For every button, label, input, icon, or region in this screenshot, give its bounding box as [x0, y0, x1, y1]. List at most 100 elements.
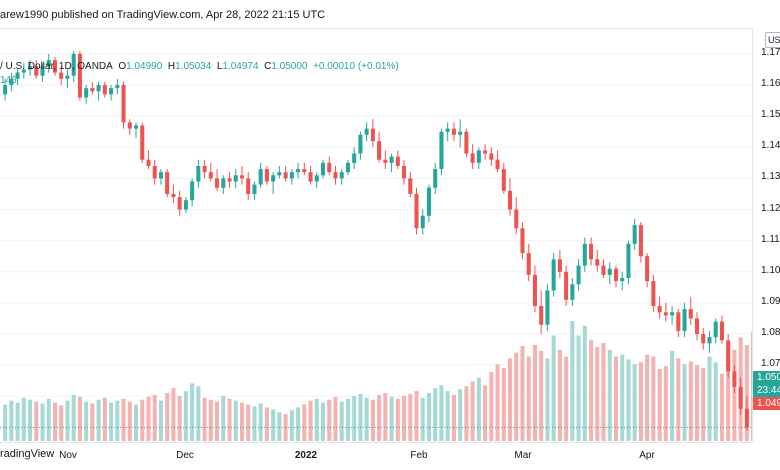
- volume-bar: [651, 356, 656, 441]
- volume-bar: [501, 368, 506, 441]
- low-value: 1.04974: [222, 61, 259, 72]
- volume-bar: [239, 402, 245, 441]
- volume-bar: [314, 398, 319, 441]
- currency-button[interactable]: US: [765, 32, 780, 48]
- volume-bar: [670, 350, 675, 441]
- candle-body: [215, 178, 220, 188]
- volume-bar: [358, 393, 363, 441]
- volume-bar: [433, 388, 438, 441]
- volume-bar: [389, 396, 394, 441]
- candle-body: [738, 386, 743, 409]
- candle-body: [402, 165, 407, 179]
- candle-body: [77, 53, 82, 98]
- volume-bar: [595, 346, 600, 441]
- candle-body: [308, 172, 313, 182]
- open-value: 1.04990: [126, 61, 163, 72]
- volume-bar: [526, 356, 531, 441]
- change-value: +0.00010 (+0.01%): [313, 61, 399, 72]
- candle-body: [420, 215, 425, 229]
- candle-body: [613, 268, 619, 282]
- volume-bar: [190, 383, 195, 441]
- volume-bar: [196, 386, 201, 441]
- price-tick-label: 1.150: [761, 109, 780, 121]
- candle-body: [545, 290, 550, 325]
- volume-bar: [271, 409, 276, 441]
- volume-bar: [483, 385, 488, 441]
- candle-body: [15, 72, 20, 79]
- price-tick-label: 1.100: [761, 264, 780, 276]
- candle-body: [252, 184, 257, 194]
- candle-body: [277, 172, 282, 176]
- time-axis[interactable]: Nov Dec 2022 Feb Mar Apr: [0, 442, 752, 469]
- volume-bar: [246, 404, 251, 441]
- candle-body: [507, 190, 513, 210]
- candle-body: [327, 162, 332, 173]
- candle-body: [682, 309, 687, 331]
- volume-bar: [52, 402, 58, 441]
- volume-bar: [84, 401, 89, 441]
- volume-bar: [258, 403, 263, 441]
- symbol-label: / U.S. Dollar, 1D, OANDA: [0, 61, 113, 72]
- candle-body: [358, 134, 363, 154]
- volume-bar: [620, 354, 625, 441]
- volume-bar: [645, 354, 650, 441]
- candle-body: [551, 259, 556, 291]
- candle-body: [289, 172, 294, 179]
- volume-bar: [676, 358, 681, 441]
- volume-bar: [707, 356, 712, 441]
- volume-bar: [302, 404, 307, 441]
- price-scale[interactable]: US 1.170 1.160 1.150 1.140 1.130 1.120 1.110 1.…: [752, 28, 780, 442]
- candle-body: [90, 88, 95, 92]
- volume-bar: [476, 377, 481, 441]
- volume-bar: [252, 406, 257, 441]
- candle-body: [127, 122, 132, 129]
- open-label: O: [118, 61, 127, 72]
- volume-bar: [694, 365, 700, 441]
- candle-body: [433, 169, 438, 188]
- price-tick-label: 1.120: [761, 202, 780, 214]
- chart-area[interactable]: / U.S. Dollar, 1D, OANDA O1.04990 H1.050…: [0, 28, 752, 443]
- candle-body: [208, 172, 213, 179]
- volume-bar: [171, 388, 176, 441]
- candle-body: [96, 85, 101, 92]
- candle-body: [121, 85, 126, 123]
- volume-bar: [152, 394, 157, 441]
- candle-body: [233, 175, 238, 182]
- volume-bar: [451, 394, 456, 441]
- volume-bar: [744, 345, 749, 441]
- volume-bar: [158, 400, 163, 441]
- volume-bar: [532, 345, 537, 441]
- time-label-nov: Nov: [59, 450, 77, 461]
- candle-body: [3, 85, 8, 95]
- candle-body: [470, 153, 475, 163]
- candle-body: [102, 85, 107, 95]
- candlestick-chart[interactable]: [0, 29, 752, 443]
- volume-bar: [545, 358, 550, 441]
- candle-body: [489, 153, 494, 160]
- candle-body: [158, 172, 163, 179]
- candle-body: [302, 169, 307, 173]
- candle-body: [370, 128, 375, 142]
- time-label-mar: Mar: [514, 450, 532, 461]
- candle-body: [46, 60, 51, 67]
- candle-body: [719, 321, 724, 341]
- volume-bar: [688, 361, 693, 441]
- candle-body: [109, 88, 114, 95]
- volume-bar: [21, 397, 26, 441]
- volume-bar: [34, 401, 39, 441]
- volume-bar: [221, 395, 226, 441]
- candle-body: [377, 141, 382, 160]
- volume-bar: [208, 399, 213, 441]
- volume-bar: [613, 356, 619, 441]
- volume-bar: [165, 393, 170, 441]
- volume-bar: [626, 359, 631, 441]
- volume-bar: [40, 403, 45, 441]
- candle-body: [582, 243, 587, 266]
- volume-value: 146: [0, 75, 17, 86]
- volume-bar: [215, 401, 220, 441]
- price-tick-label: 1.170: [761, 46, 780, 58]
- volume-bar: [663, 366, 668, 441]
- volume-bar: [420, 397, 425, 441]
- volume-bar: [551, 335, 556, 441]
- volume-bar: [202, 397, 207, 441]
